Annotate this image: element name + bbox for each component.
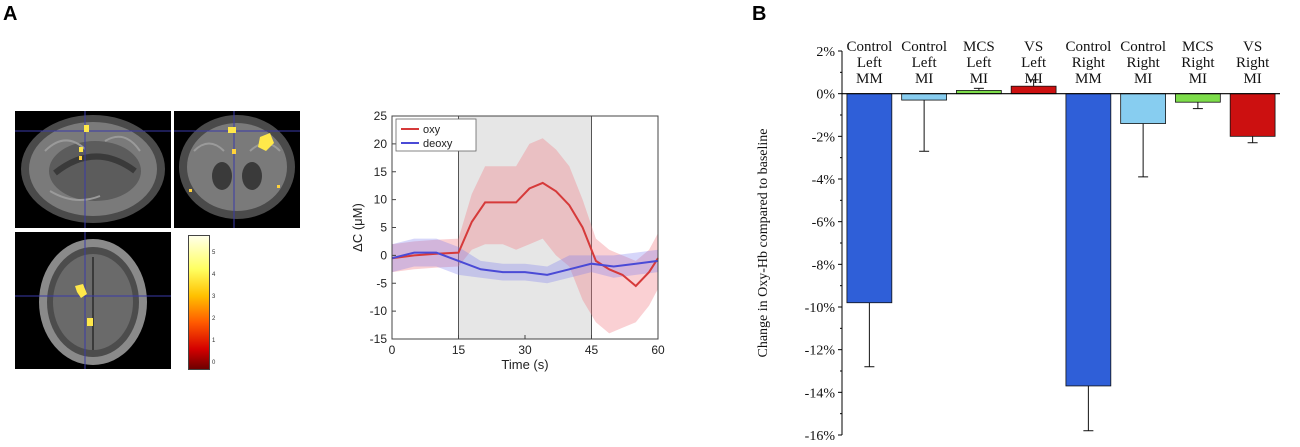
- category-label: MI: [970, 71, 988, 87]
- y-tick-label: -2%: [812, 130, 836, 145]
- category-label: MCS: [1182, 39, 1214, 55]
- y-tick-label: 20: [374, 137, 388, 151]
- category-label: MCS: [963, 39, 995, 55]
- x-tick-label: 15: [452, 343, 466, 357]
- brain-axial-image: [15, 232, 171, 369]
- bar: [1120, 93, 1166, 124]
- colorbar-tick-label: 0: [212, 360, 216, 366]
- panel-b-label: B: [752, 3, 767, 25]
- category-label: Left: [966, 55, 992, 71]
- category-label: Right: [1072, 55, 1106, 71]
- y-tick-label: -10%: [805, 301, 836, 316]
- category-label: MI: [1189, 71, 1207, 87]
- category-label: Left: [857, 55, 883, 71]
- category-label: VS: [1243, 39, 1262, 55]
- y-tick-label: -16%: [805, 429, 836, 444]
- y-tick-label: -8%: [812, 258, 836, 273]
- x-tick-label: 0: [389, 343, 396, 357]
- y-tick-label: 15: [374, 165, 388, 179]
- y-axis-label: Change in Oxy-Hb compared to baseline: [756, 129, 771, 358]
- category-label: Control: [901, 39, 947, 55]
- category-label: VS: [1024, 39, 1043, 55]
- colorbar-tick-label: 5: [212, 250, 216, 256]
- category-label: MM: [1075, 71, 1102, 87]
- y-tick-label: 25: [374, 109, 388, 123]
- brain-coronal-image: [174, 111, 300, 228]
- deoxy-series-line: [391, 251, 659, 276]
- category-label: Control: [846, 39, 892, 55]
- category-label: MI: [1134, 71, 1152, 87]
- y-tick-label: 10: [374, 193, 388, 207]
- bar: [1010, 85, 1057, 95]
- category-label: MI: [1024, 71, 1042, 87]
- x-axis-label: Time (s): [501, 357, 548, 372]
- bar: [846, 93, 893, 304]
- legend-label-oxy: oxy: [423, 124, 441, 136]
- y-tick-label: 5: [380, 221, 387, 235]
- y-tick-label: -15: [370, 332, 388, 346]
- y-tick-label: -12%: [805, 344, 836, 359]
- category-label: Control: [1120, 39, 1166, 55]
- legend-box: [395, 118, 477, 152]
- y-tick-label: 0: [380, 248, 387, 262]
- category-label: MI: [915, 71, 933, 87]
- y-tick-label: -4%: [812, 173, 836, 188]
- colorbar-tick-label: 4: [212, 272, 216, 278]
- category-label: MI: [1243, 71, 1261, 87]
- x-tick-label: 30: [518, 343, 532, 357]
- bar: [1065, 93, 1112, 387]
- stimulus-period-shade: [458, 116, 592, 339]
- bar: [1175, 93, 1221, 103]
- y-tick-label: -10: [370, 304, 388, 318]
- oxy-hb-bar-chart: 2%0%-2%-4%-6%-8%-10%-12%-14%-16%ControlL…: [756, 39, 1280, 444]
- category-label: Control: [1065, 39, 1111, 55]
- y-tick-label: 2%: [816, 45, 835, 60]
- colorbar-tick-label: 3: [212, 294, 216, 300]
- y-tick-label: -6%: [812, 216, 836, 231]
- x-tick-label: 60: [651, 343, 665, 357]
- colorbar-tick-label: 2: [212, 316, 216, 322]
- y-tick-label: -5: [376, 276, 387, 290]
- category-label: Left: [912, 55, 938, 71]
- legend: oxy deoxy: [395, 118, 477, 152]
- category-label: Right: [1126, 55, 1160, 71]
- y-tick-label: -14%: [805, 386, 836, 401]
- category-label: Right: [1236, 55, 1270, 71]
- category-label: Right: [1181, 55, 1215, 71]
- panel-a-label: A: [3, 3, 18, 25]
- colorbar-tick-label: 1: [212, 338, 216, 344]
- category-label: MM: [856, 71, 883, 87]
- category-label: Left: [1021, 55, 1047, 71]
- deoxy-confidence-band: [392, 238, 658, 284]
- x-tick-label: 45: [585, 343, 599, 357]
- bar: [901, 93, 947, 101]
- y-axis-label: ΔC (μM): [350, 203, 365, 252]
- y-tick-label: 0%: [816, 88, 835, 103]
- bar: [1229, 93, 1276, 137]
- colorbar: [188, 235, 210, 370]
- oxy-confidence-band: [392, 138, 658, 334]
- legend-label-deoxy: deoxy: [423, 138, 453, 150]
- brain-sagittal-image: [15, 111, 171, 228]
- oxy-series-line: [391, 181, 659, 288]
